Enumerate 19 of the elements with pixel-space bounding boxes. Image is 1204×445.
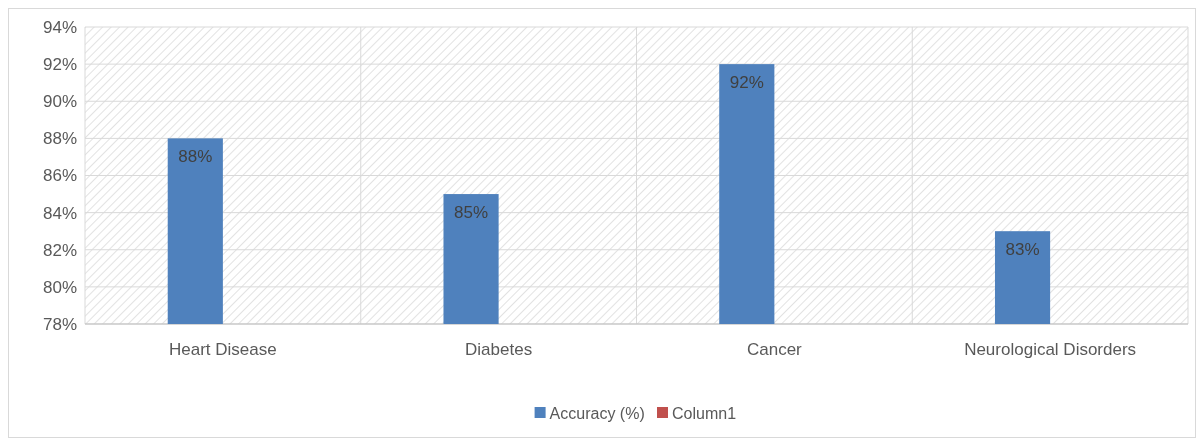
y-tick-label: 82%: [42, 240, 77, 260]
x-tick-label: Diabetes: [465, 340, 533, 359]
data-label: 92%: [729, 73, 764, 93]
x-tick-label: Cancer: [746, 340, 803, 359]
y-tick-label: 92%: [42, 55, 77, 75]
data-label: 88%: [178, 147, 213, 167]
legend-label: Column1: [672, 404, 737, 422]
y-tick-label: 84%: [42, 203, 77, 223]
x-tick-label: Heart Disease: [169, 340, 277, 359]
data-label: 85%: [454, 203, 489, 223]
legend-label: Accuracy (%): [549, 404, 645, 422]
x-tick-label: Neurological Disorders: [964, 340, 1137, 359]
y-tick-label: 90%: [42, 92, 77, 112]
data-label: 83%: [1005, 240, 1040, 260]
y-tick-label: 88%: [42, 129, 77, 149]
y-tick-label: 80%: [42, 277, 77, 297]
y-tick-label: 78%: [42, 314, 77, 334]
y-tick-label: 86%: [42, 166, 77, 186]
y-tick-label: 94%: [42, 17, 77, 37]
